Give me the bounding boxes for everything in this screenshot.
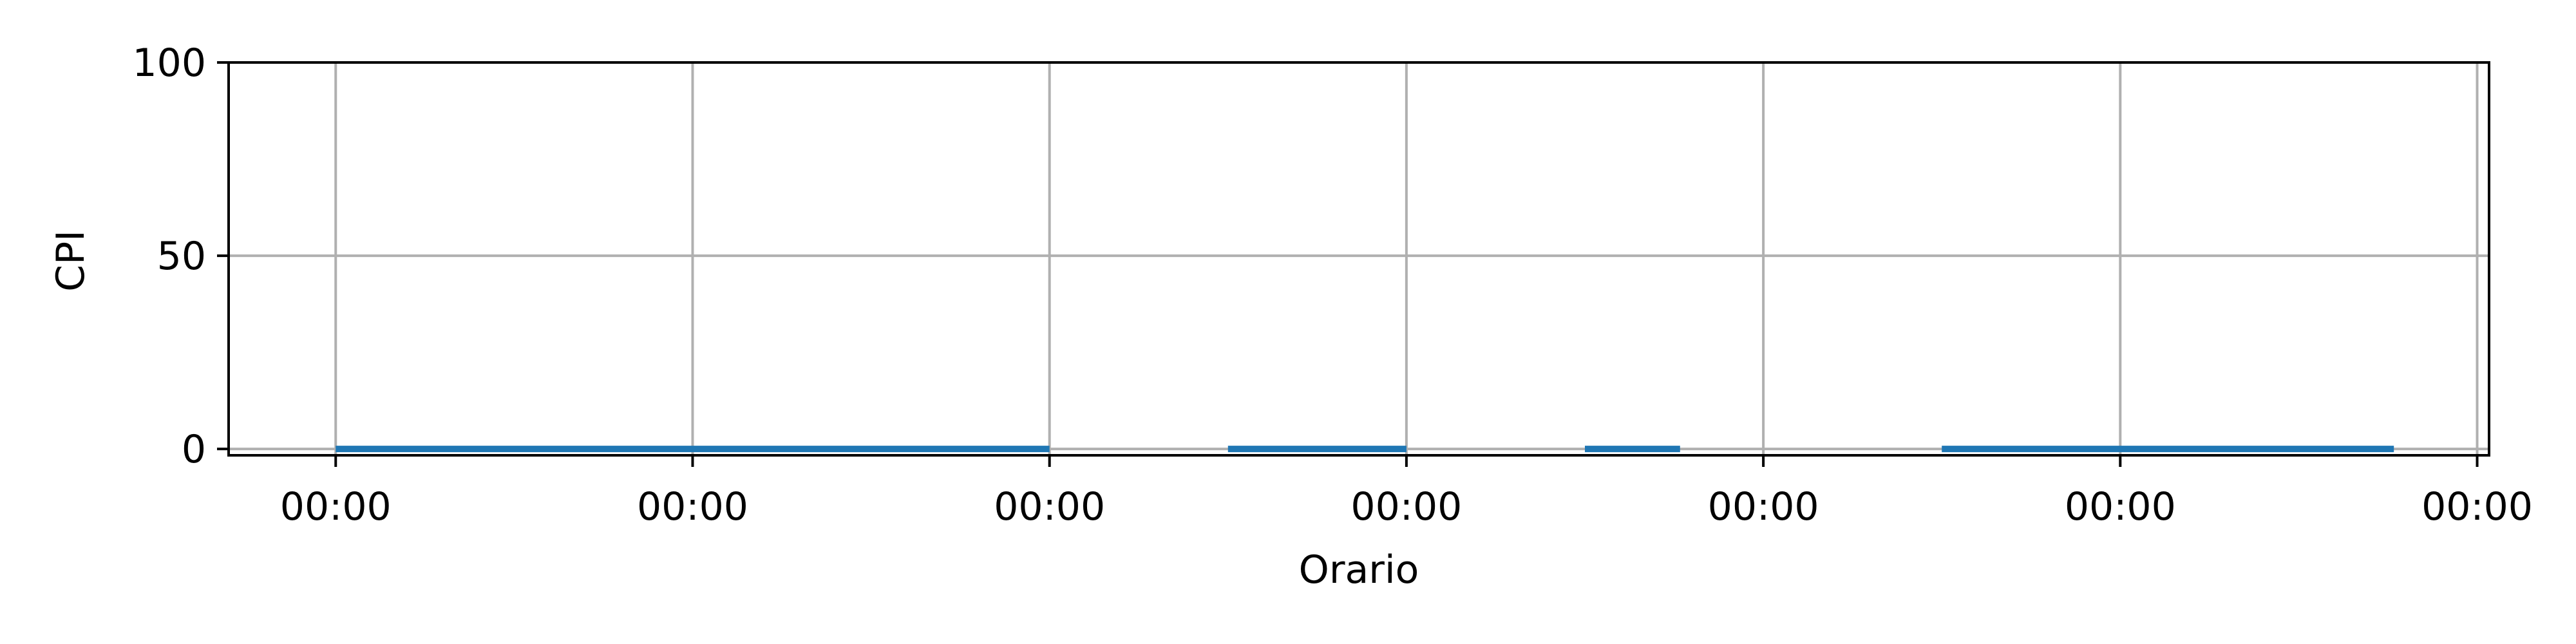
x-tick-label: 00:00	[994, 484, 1105, 529]
x-tick-label: 00:00	[1350, 484, 1462, 529]
ticks: 00:00 00:00 00:00 00:00 00:00 00:00 00:00 0 50 10…	[132, 41, 2533, 529]
x-axis-label: Orario	[1299, 547, 1419, 592]
y-tick-label: 0	[182, 427, 206, 472]
plot-frame	[227, 61, 2490, 457]
y-axis-label: CPI	[48, 230, 93, 292]
x-tick-label: 00:00	[2421, 484, 2533, 529]
y-tick-label: 50	[157, 234, 206, 279]
x-tick-label: 00:00	[637, 484, 748, 529]
x-tick-label: 00:00	[2065, 484, 2176, 529]
grid	[229, 61, 2489, 455]
x-tick-label: 00:00	[280, 484, 392, 529]
x-tick-label: 00:00	[1708, 484, 1819, 529]
y-tick-label: 100	[132, 41, 206, 86]
